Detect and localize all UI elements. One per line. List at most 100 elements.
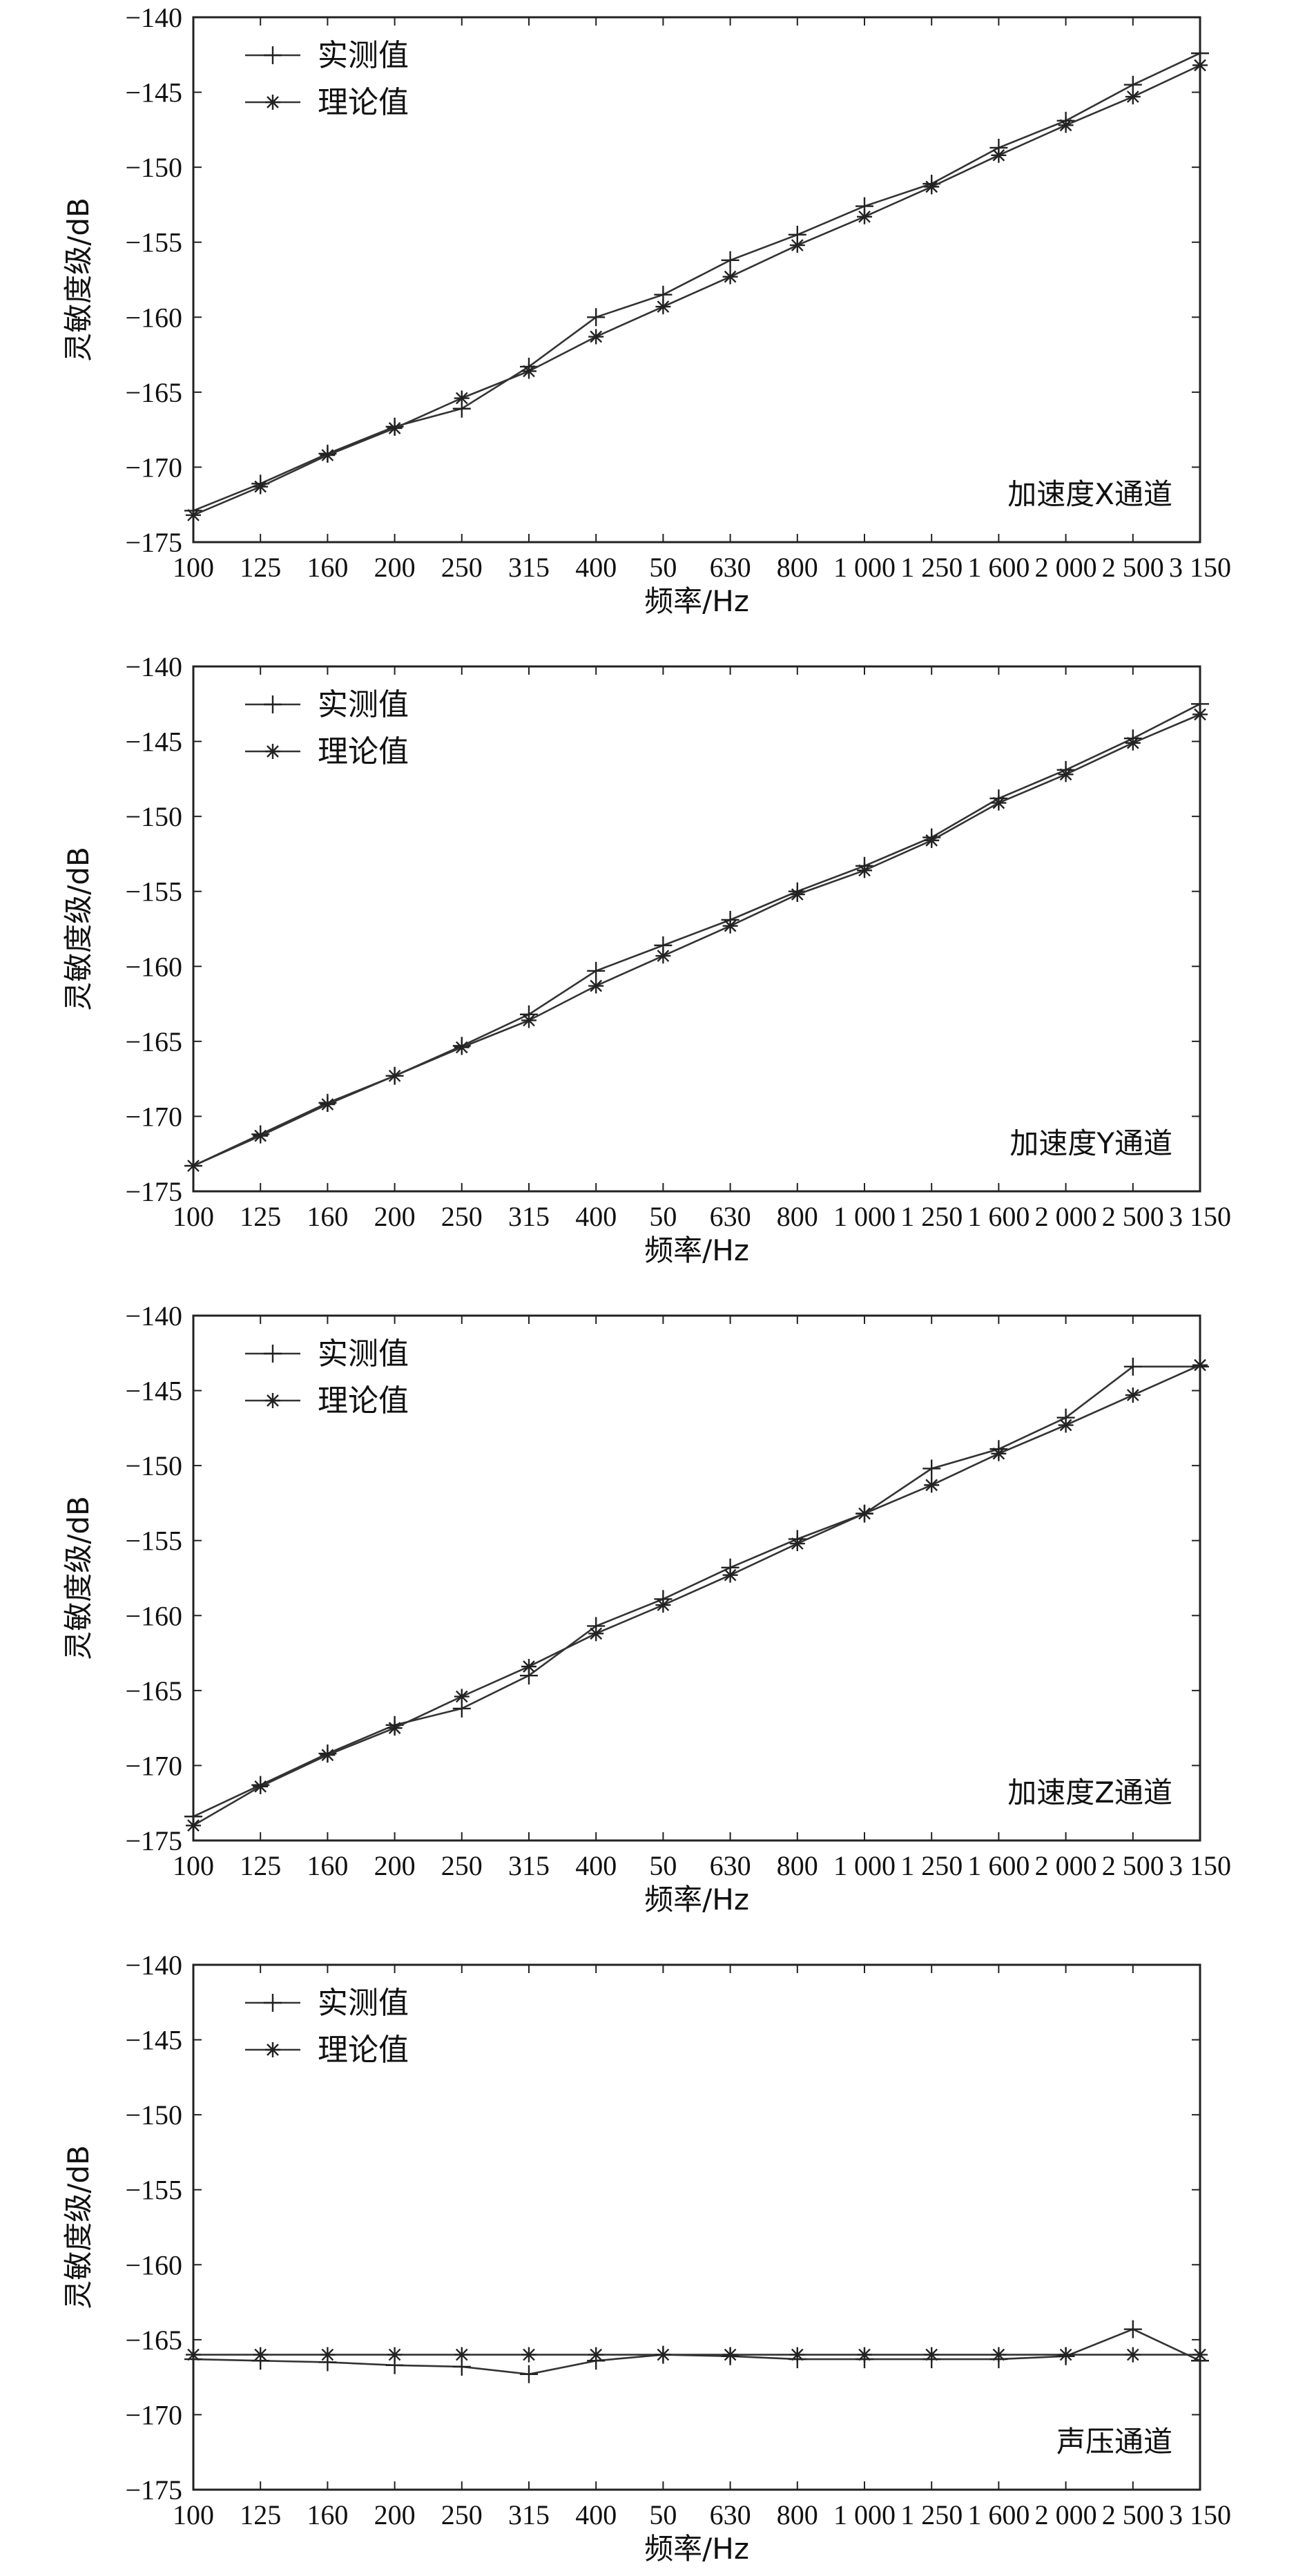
y-tick-label: −160: [125, 302, 182, 333]
x-tick-label: 2 000: [1035, 1850, 1097, 1881]
data-point-2: [924, 179, 940, 195]
data-point-2: [789, 238, 805, 253]
data-point-2: [454, 2347, 470, 2363]
data-point-2: [789, 887, 805, 903]
y-tick-label: −140: [125, 651, 182, 682]
series-line-2: [193, 713, 1201, 1167]
data-point-2: [789, 2347, 805, 2363]
y-tick-label: −160: [125, 2249, 182, 2280]
y-tick-label: −175: [125, 2474, 182, 2506]
data-point-2: [924, 1477, 940, 1493]
data-point-2: [857, 209, 872, 224]
x-tick-label: 400: [575, 2499, 617, 2530]
data-point-2: [655, 2347, 671, 2363]
data-point-2: [1192, 2347, 1208, 2363]
x-tick-label: 800: [777, 1850, 818, 1881]
legend-label: 实测值: [318, 687, 409, 722]
y-tick-label: −145: [125, 2025, 182, 2056]
data-point-2: [320, 448, 336, 463]
panel-label: 加速度Y通道: [1009, 1126, 1172, 1160]
legend-marker: [264, 1345, 282, 1363]
x-tick-label: 1 600: [967, 1850, 1030, 1881]
series-line-1: [193, 52, 1201, 512]
data-point-2: [387, 420, 403, 436]
legend-label: 理论值: [318, 85, 409, 120]
data-point-2: [253, 1128, 269, 1144]
x-tick-label: 100: [173, 2499, 214, 2530]
y-tick-label: −140: [125, 1300, 182, 1332]
x-tick-label: 250: [441, 552, 483, 583]
data-point-2: [588, 2347, 604, 2363]
x-tick-label: 125: [240, 2499, 281, 2530]
x-tick-label: 160: [307, 2499, 348, 2530]
x-tick-label: 315: [508, 1850, 550, 1881]
legend-label: 理论值: [318, 734, 409, 769]
x-axis-title: 频率/Hz: [644, 1233, 749, 1267]
x-tick-label: 1 000: [833, 552, 896, 583]
x-tick-label: 125: [240, 552, 281, 583]
y-tick-label: −170: [125, 2399, 182, 2430]
legend-label: 实测值: [318, 38, 409, 73]
y-tick-label: −165: [125, 1026, 182, 1057]
plot-frame: [192, 1314, 1201, 1842]
data-point-2: [454, 390, 470, 406]
x-tick-label: 200: [374, 2499, 416, 2530]
data-point-2: [521, 2347, 536, 2363]
legend-label: 理论值: [318, 2032, 409, 2068]
x-tick-label: 3 150: [1169, 2499, 1231, 2530]
legend-marker: [265, 744, 280, 759]
y-tick-label: −145: [125, 1376, 182, 1407]
data-point-2: [991, 795, 1007, 811]
data-point-1: [520, 2365, 538, 2383]
y-tick-label: −150: [125, 1450, 182, 1481]
x-tick-label: 800: [777, 2499, 818, 2530]
legend-marker: [265, 95, 280, 110]
x-tick-label: 1 250: [900, 2499, 963, 2530]
x-tick-label: 1 250: [900, 552, 963, 583]
x-tick-label: 800: [777, 1201, 818, 1232]
x-tick-label: 50: [649, 2499, 677, 2530]
data-point-2: [253, 1778, 269, 1794]
data-point-2: [521, 1012, 536, 1028]
data-point-2: [655, 1597, 671, 1613]
x-tick-label: 1 600: [967, 2499, 1030, 2530]
x-tick-label: 315: [508, 1201, 550, 1232]
data-point-2: [387, 2347, 403, 2363]
data-point-1: [1123, 2320, 1142, 2338]
y-tick-label: −170: [125, 1750, 182, 1781]
panel-label: 加速度X通道: [1007, 477, 1172, 511]
x-tick-label: 200: [374, 1201, 416, 1232]
x-tick-label: 3 150: [1169, 1850, 1231, 1881]
data-point-2: [588, 978, 604, 994]
data-point-2: [387, 1068, 403, 1084]
data-point-2: [186, 2347, 201, 2363]
x-tick-label: 250: [441, 2499, 483, 2530]
y-tick-label: −175: [125, 1176, 182, 1207]
y-tick-label: −155: [125, 2175, 182, 2206]
x-tick-label: 630: [710, 1850, 751, 1881]
data-point-1: [1123, 1357, 1142, 1376]
y-axis-title: 灵敏度级/dB: [61, 1496, 95, 1660]
data-point-2: [253, 479, 269, 494]
y-tick-label: −145: [125, 77, 182, 108]
x-tick-label: 125: [240, 1850, 281, 1881]
data-point-2: [1192, 1357, 1208, 1373]
x-tick-label: 1 250: [900, 1201, 963, 1232]
y-axis-title: 灵敏度级/dB: [61, 847, 95, 1011]
legend-marker: [265, 2042, 280, 2057]
x-axis-title: 频率/Hz: [644, 584, 749, 618]
plot-frame: [192, 16, 1201, 544]
data-point-2: [454, 1039, 470, 1055]
legend-marker: [265, 1393, 280, 1408]
x-tick-label: 1 600: [967, 552, 1030, 583]
data-point-1: [587, 308, 606, 327]
data-point-2: [1058, 1417, 1074, 1433]
x-tick-label: 100: [173, 552, 214, 583]
data-point-2: [1058, 117, 1074, 133]
x-axis-title: 频率/Hz: [644, 2532, 749, 2566]
x-tick-label: 1 600: [967, 1201, 1030, 1232]
data-point-2: [1192, 707, 1208, 722]
